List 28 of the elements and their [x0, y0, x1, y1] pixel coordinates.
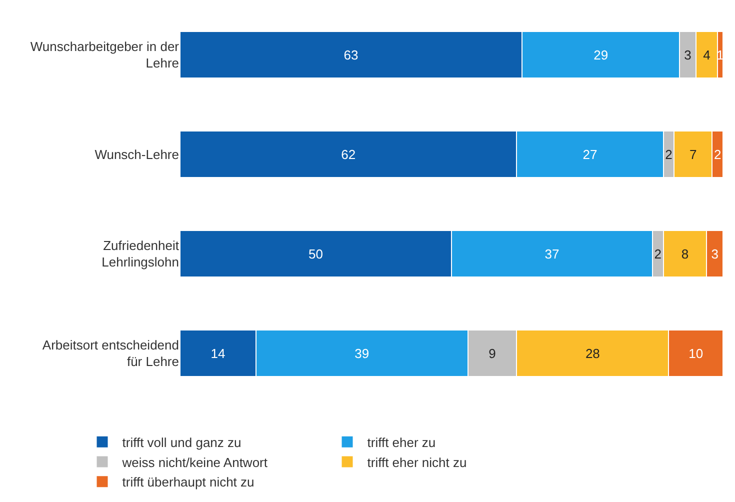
legend-label: trifft überhaupt nicht zu: [122, 474, 254, 490]
data-label: 2: [654, 246, 662, 262]
y-tick-label: Wunscharbeitgeber in der Lehre: [30, 38, 180, 71]
y-tick-label: Zufriedenheit Lehrlingslohn: [102, 238, 180, 270]
data-label: 8: [681, 246, 689, 262]
data-label: 10: [688, 346, 704, 361]
y-tick-label: Arbeitsort entscheidend für Lehre: [42, 337, 179, 370]
data-label: 50: [308, 246, 323, 262]
legend-label: trifft eher zu: [367, 434, 436, 450]
data-label: 14: [210, 346, 226, 361]
data-label: 28: [585, 346, 600, 361]
data-label: 9: [488, 346, 496, 361]
data-label: 3: [711, 246, 718, 262]
y-tick-label: Wunsch-Lehre: [94, 146, 179, 162]
data-label: 2: [714, 146, 722, 162]
legend-label: trifft eher nicht zu: [367, 454, 467, 470]
data-label: 2: [665, 146, 672, 162]
legend-label: trifft voll und ganz zu: [122, 434, 242, 450]
legend-label: weiss nicht/keine Antwort: [121, 454, 268, 470]
data-label: 7: [690, 146, 697, 162]
data-label: 62: [341, 146, 356, 162]
data-label: 29: [594, 47, 608, 62]
data-label: 3: [684, 47, 692, 62]
data-label: 4: [703, 47, 710, 62]
data-label: 27: [582, 146, 598, 162]
data-label: 37: [544, 246, 560, 262]
data-label: 63: [344, 47, 358, 62]
data-label: 39: [354, 346, 370, 361]
